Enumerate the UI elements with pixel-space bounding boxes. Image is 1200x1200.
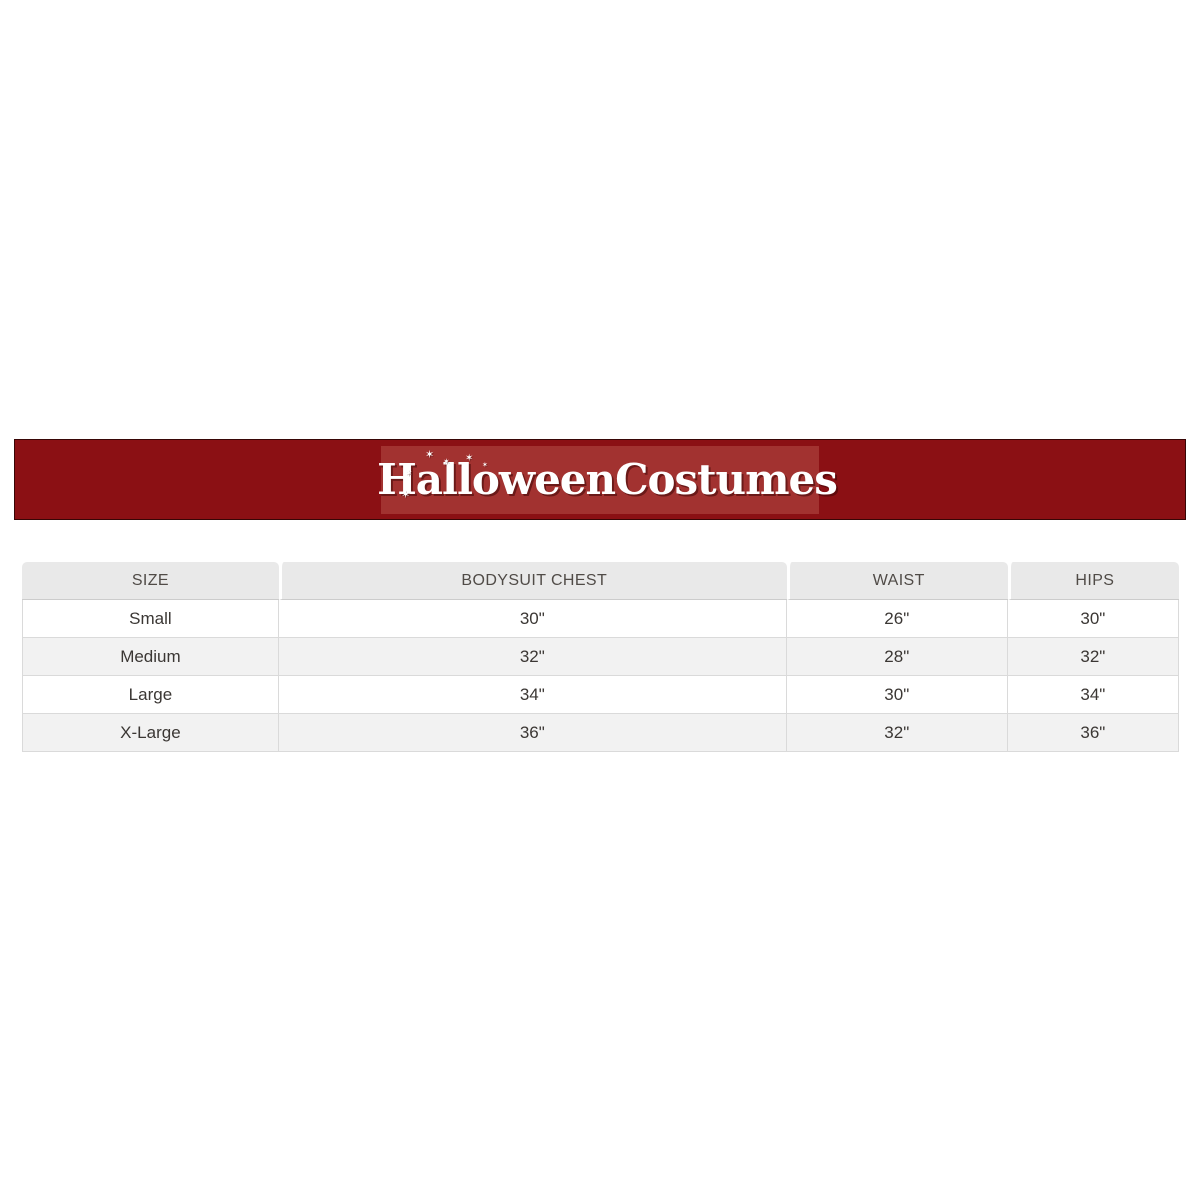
chest-cell: 36" [278, 714, 787, 752]
star-icon: ✶ [482, 460, 488, 469]
table-row-large: Large 34" 30" 34" [22, 676, 1179, 714]
chest-cell: 32" [278, 638, 787, 676]
star-icon: ✶ [465, 452, 474, 464]
size-cell: Small [22, 600, 279, 638]
waist-cell: 32" [786, 714, 1008, 752]
hips-cell: 30" [1007, 600, 1179, 638]
column-header-bodysuit-chest: BODYSUIT CHEST [278, 562, 787, 600]
size-chart-header-row: SIZE BODYSUIT CHEST WAIST HIPS [22, 562, 1179, 600]
size-cell: Large [22, 676, 279, 714]
waist-cell: 26" [786, 600, 1008, 638]
chest-cell: 34" [278, 676, 787, 714]
hips-cell: 36" [1007, 714, 1179, 752]
size-cell: X-Large [22, 714, 279, 752]
halloweencostumes-logo[interactable]: ✶ ✶ ✶ ✶ ✶ ✶ HalloweenCostumes [377, 445, 838, 514]
waist-cell: 30" [786, 676, 1008, 714]
hips-cell: 32" [1007, 638, 1179, 676]
star-icon: ✶ [443, 456, 450, 466]
logo-text: HalloweenCostumes [377, 454, 838, 504]
hips-cell: 34" [1007, 676, 1179, 714]
star-icon: ✶ [425, 447, 435, 461]
chest-cell: 30" [278, 600, 787, 638]
size-chart-table: SIZE BODYSUIT CHEST WAIST HIPS Small 30"… [22, 562, 1179, 752]
table-row-small: Small 30" 26" 30" [22, 600, 1179, 638]
column-header-size: SIZE [22, 562, 279, 600]
column-header-waist: WAIST [786, 562, 1008, 600]
waist-cell: 28" [786, 638, 1008, 676]
site-header-banner: ✶ ✶ ✶ ✶ ✶ ✶ HalloweenCostumes [14, 439, 1186, 520]
size-cell: Medium [22, 638, 279, 676]
table-row-x-large: X-Large 36" 32" 36" [22, 714, 1179, 752]
table-row-medium: Medium 32" 28" 32" [22, 638, 1179, 676]
column-header-hips: HIPS [1007, 562, 1179, 600]
star-icon: ✶ [401, 487, 411, 501]
star-icon: ✶ [405, 468, 413, 479]
